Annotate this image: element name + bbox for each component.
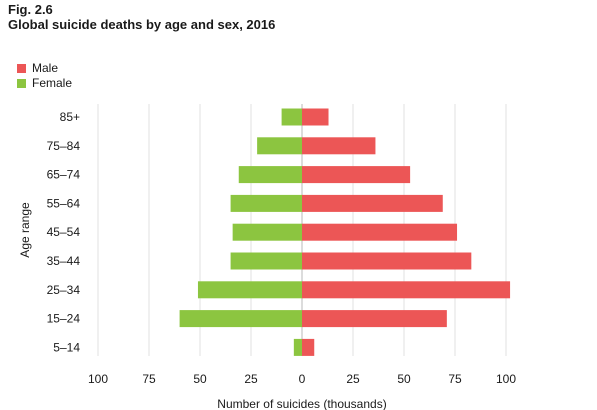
x-tick-label: 25	[346, 372, 360, 386]
bar-female-6	[197, 281, 302, 299]
legend-item-male: Male	[17, 61, 58, 75]
x-tick-label: 100	[88, 372, 108, 386]
x-tick-label: 50	[193, 372, 207, 386]
bars	[179, 108, 511, 356]
legend-swatch-female	[17, 78, 26, 88]
legend-swatch-male	[17, 63, 26, 73]
y-tick-label: 25–34	[47, 283, 81, 297]
y-tick-label: 85+	[60, 110, 80, 124]
bar-male-2	[302, 166, 411, 184]
bar-female-8	[293, 338, 302, 356]
bar-female-0	[281, 108, 302, 126]
bar-female-7	[179, 310, 302, 328]
bar-male-0	[302, 108, 329, 126]
legend-label-male: Male	[32, 61, 59, 75]
x-tick-label: 100	[496, 372, 516, 386]
y-tick-labels: 85+ 75–84 65–74 55–64 45–54 35–44 25–34 15–24 5–…	[47, 110, 81, 354]
bar-male-5	[302, 252, 472, 270]
bar-female-4	[232, 223, 302, 241]
y-tick-label: 55–64	[47, 196, 81, 210]
y-tick-label: 35–44	[47, 254, 81, 268]
y-axis-label: Age range	[18, 202, 32, 258]
bar-male-8	[302, 338, 315, 356]
x-axis-label: Number of suicides (thousands)	[217, 397, 386, 410]
y-tick-label: 75–84	[47, 139, 81, 153]
x-tick-label: 25	[244, 372, 258, 386]
bar-male-3	[302, 194, 443, 212]
y-tick-label: 5–14	[53, 340, 80, 354]
chart-title: Global suicide deaths by age and sex, 20…	[8, 17, 276, 32]
y-tick-label: 65–74	[47, 168, 81, 182]
bar-female-1	[257, 137, 302, 155]
bar-male-7	[302, 310, 447, 328]
bar-female-2	[238, 166, 302, 184]
x-tick-label: 75	[448, 372, 462, 386]
legend-item-female: Female	[17, 76, 72, 90]
x-tick-label: 75	[142, 372, 156, 386]
y-tick-label: 15–24	[47, 312, 81, 326]
figure-label: Fig. 2.6	[8, 2, 53, 17]
bar-male-6	[302, 281, 511, 299]
x-tick-labels: 100 75 50 25 0 25 50 75 100	[88, 372, 516, 386]
bar-male-4	[302, 223, 458, 241]
bar-male-1	[302, 137, 376, 155]
legend-label-female: Female	[32, 76, 73, 90]
x-tick-label: 50	[397, 372, 411, 386]
bar-female-5	[230, 252, 302, 270]
x-tick-label: 0	[299, 372, 306, 386]
y-tick-label: 45–54	[47, 225, 81, 239]
bar-female-3	[230, 194, 302, 212]
